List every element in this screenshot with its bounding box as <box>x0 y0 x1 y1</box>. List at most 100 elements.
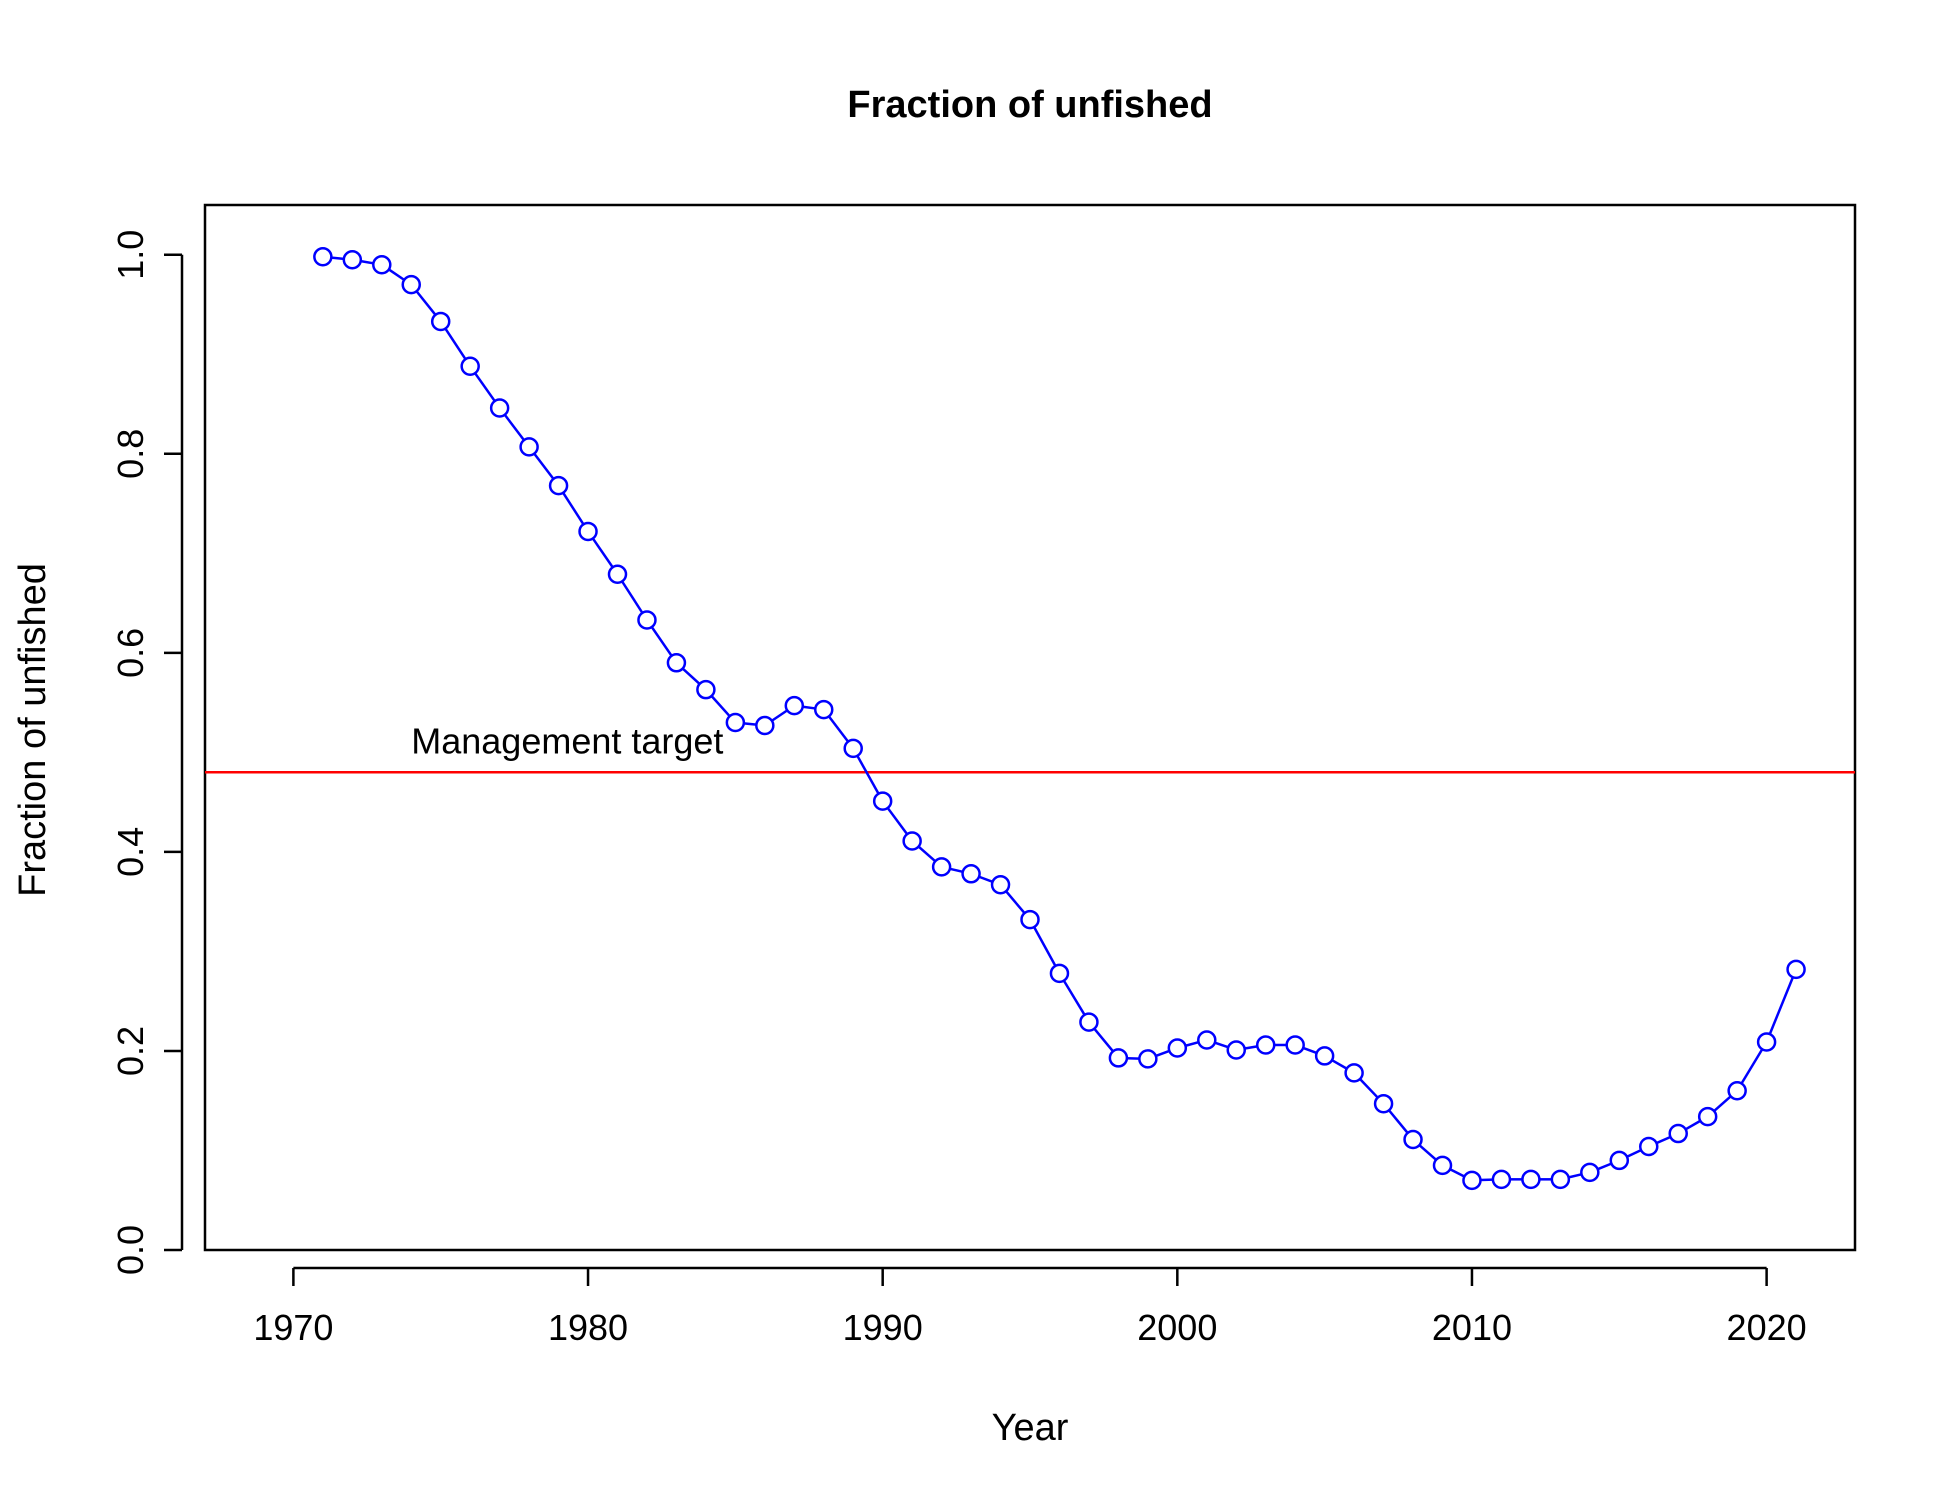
series-segment <box>388 268 405 281</box>
data-point <box>1020 909 1040 930</box>
data-point <box>1255 1035 1276 1055</box>
data-point <box>489 398 510 418</box>
data-point <box>1285 1035 1305 1055</box>
series-segment <box>1244 1045 1258 1050</box>
data-point <box>990 874 1011 895</box>
series-segment <box>978 875 994 883</box>
series-segment <box>1062 979 1086 1016</box>
data-point <box>637 610 657 630</box>
data-point <box>342 249 363 270</box>
series-segment <box>591 537 614 568</box>
series-segment <box>1214 1041 1229 1049</box>
x-tick-label: 2000 <box>1137 1307 1217 1348</box>
data-point <box>607 564 628 584</box>
data-point <box>814 699 834 720</box>
data-point <box>548 475 569 496</box>
data-point <box>1344 1063 1364 1083</box>
data-point <box>755 715 775 736</box>
plot-frame <box>203 203 1857 1252</box>
series-segment <box>1155 1049 1170 1058</box>
data-point <box>1373 1093 1394 1114</box>
series-segment <box>771 709 788 722</box>
data-point <box>1138 1049 1158 1069</box>
series-segment <box>1713 1095 1732 1112</box>
series-segment <box>802 705 816 710</box>
series-segment <box>562 492 585 525</box>
data-point <box>725 712 746 733</box>
series-segment <box>360 259 374 265</box>
data-point <box>1432 1155 1453 1176</box>
plot-area: Management target <box>205 247 1855 1191</box>
x-axis-label: Year <box>992 1407 1069 1449</box>
data-point <box>1550 1169 1571 1190</box>
data-point <box>1609 1150 1630 1171</box>
x-axis: 1970 1980 1990 2000 2010 2020 <box>253 1266 1807 1348</box>
series-segment <box>949 867 964 874</box>
y-tick-label: 0.4 <box>110 827 151 877</box>
data-point <box>961 864 981 884</box>
data-point <box>1108 1048 1129 1068</box>
data-point <box>372 254 392 275</box>
data-point <box>872 791 893 811</box>
data-point <box>578 521 598 542</box>
x-tick-label: 1990 <box>843 1307 923 1348</box>
x-tick-label: 2010 <box>1432 1307 1512 1348</box>
series-segment <box>444 327 467 360</box>
series-segment <box>1656 1135 1671 1145</box>
series-segment <box>710 695 731 718</box>
series-segment <box>533 452 555 480</box>
y-tick-label: 0.6 <box>110 628 151 678</box>
data-point <box>1197 1030 1217 1050</box>
series-segment <box>1302 1046 1318 1055</box>
data-point <box>696 679 716 700</box>
series-segment <box>650 626 673 657</box>
series-segment <box>1418 1144 1437 1161</box>
data-point <box>1079 1012 1099 1032</box>
data-point <box>1491 1169 1512 1190</box>
y-tick-label: 1.0 <box>110 230 151 280</box>
chart-title: Fraction of unfished <box>847 84 1212 126</box>
series-segment <box>474 372 496 402</box>
series-segment <box>1005 890 1026 914</box>
data-point <box>1226 1040 1246 1060</box>
series-segment <box>1388 1109 1409 1134</box>
data-point <box>1521 1169 1541 1190</box>
data-point <box>931 857 952 877</box>
series-segment <box>1359 1078 1379 1099</box>
series-segment <box>1032 926 1057 967</box>
series-segment <box>681 667 701 685</box>
series-segment <box>1768 976 1795 1035</box>
data-point <box>1314 1046 1335 1066</box>
data-point <box>1167 1038 1188 1058</box>
series-segment <box>856 755 880 795</box>
series-segment <box>503 414 525 441</box>
data-point <box>1462 1170 1482 1191</box>
series-segment <box>331 256 344 261</box>
series-segment <box>1597 1162 1612 1171</box>
data-point <box>902 831 922 851</box>
series-segment <box>1568 1173 1582 1179</box>
x-tick-label: 1980 <box>548 1307 628 1348</box>
data-point <box>666 653 687 673</box>
data-point <box>1756 1032 1777 1052</box>
data-point <box>1668 1123 1688 1144</box>
data-point <box>1697 1106 1718 1127</box>
series-segment <box>621 580 644 614</box>
series-segment <box>1684 1119 1701 1131</box>
series-segment <box>1626 1148 1642 1158</box>
y-tick-label: 0.8 <box>110 429 151 479</box>
y-axis-label: Fraction of unfished <box>12 563 54 897</box>
data-point <box>313 247 333 267</box>
series-segment <box>1449 1168 1465 1178</box>
series-segment <box>1185 1041 1199 1047</box>
management-target-label: Management target <box>411 720 723 761</box>
series-segment <box>415 290 437 316</box>
data-point <box>1639 1136 1659 1157</box>
data-point <box>1049 963 1070 984</box>
data-point <box>1403 1129 1423 1150</box>
series-segment <box>1331 1059 1348 1070</box>
series-segment <box>886 807 909 835</box>
series-segment <box>1740 1048 1764 1085</box>
y-tick-label: 0.2 <box>110 1026 151 1076</box>
